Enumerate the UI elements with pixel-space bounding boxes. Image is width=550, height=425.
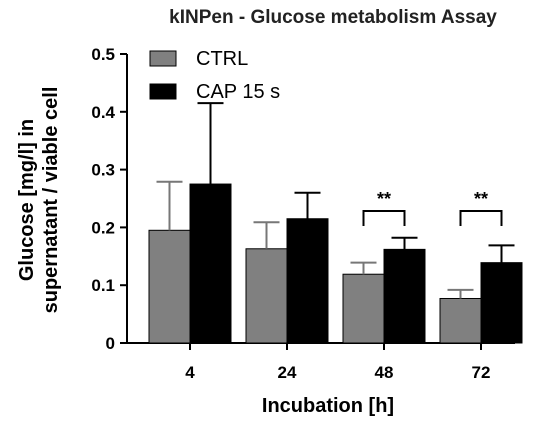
bar-ctrl-24h <box>245 248 288 344</box>
significance-bracket-1 <box>459 210 503 226</box>
legend-label-ctrl: CTRL <box>196 48 248 70</box>
plot-area: 0 0.1 0.2 0.3 0.4 0.5 4 24 48 72 ** ** <box>91 45 523 382</box>
x-tick-label-4: 4 <box>185 363 195 382</box>
y-tick-label-5: 0.5 <box>91 45 115 64</box>
significance-bracket-0 <box>362 210 406 226</box>
y-axis-label-line-2: supernatant / viable cell <box>40 87 62 314</box>
bar-ctrl-72h <box>439 297 482 344</box>
x-axis-label: Incubation [h] <box>262 395 394 417</box>
y-axis-label-line-1: Glucose [mg/l] in <box>16 119 38 281</box>
bar-cap-24h <box>286 218 329 344</box>
y-tick-label-0: 0 <box>106 334 115 353</box>
legend-label-cap: CAP 15 s <box>196 81 280 103</box>
bar-ctrl-48h <box>342 273 385 344</box>
significance-label-1: ** <box>474 189 488 209</box>
x-tick-label-48: 48 <box>375 363 394 382</box>
legend-swatch-ctrl <box>149 50 177 67</box>
x-tick-label-72: 72 <box>472 363 491 382</box>
chart-title: kINPen - Glucose metabolism Assay <box>169 7 497 28</box>
legend: CTRL CAP 15 s <box>149 48 280 103</box>
y-tick-label-2: 0.2 <box>91 218 115 237</box>
legend-swatch-cap <box>149 83 177 100</box>
bar-ctrl-4h <box>148 229 191 344</box>
bar-cap-72h <box>480 262 523 344</box>
y-tick-label-4: 0.4 <box>91 103 115 122</box>
significance-label-0: ** <box>377 189 391 209</box>
y-tick-label-1: 0.1 <box>91 276 115 295</box>
bar-cap-4h <box>189 183 232 344</box>
bar-cap-48h <box>383 248 426 344</box>
y-tick-label-3: 0.3 <box>91 161 115 180</box>
x-tick-label-24: 24 <box>278 363 297 382</box>
y-axis-label: Glucose [mg/l] in supernatant / viable c… <box>16 87 62 314</box>
